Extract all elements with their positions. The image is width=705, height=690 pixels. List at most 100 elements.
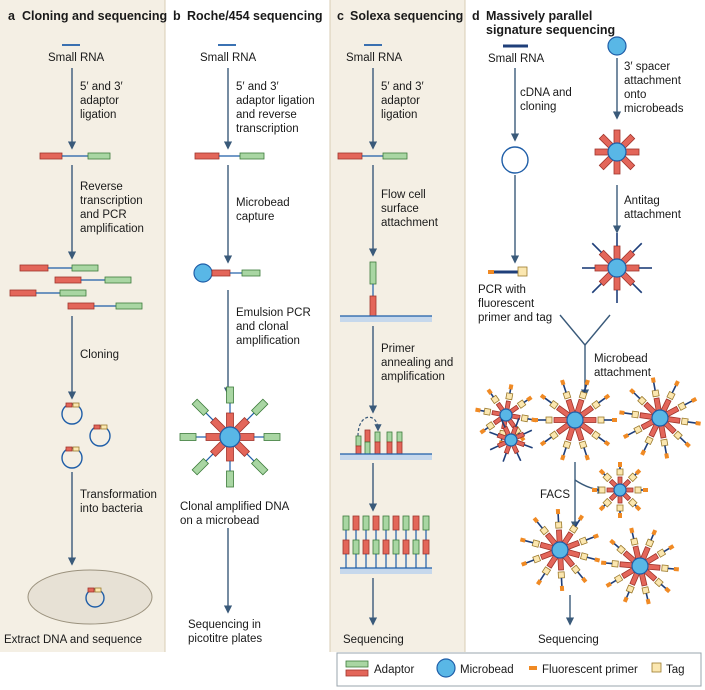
microbead [607, 258, 627, 278]
spacer-arm [605, 566, 636, 588]
microbead [504, 433, 518, 447]
spacer-arm [598, 491, 619, 512]
legend-microbead-label: Microbead [460, 664, 514, 676]
legend-adaptor-green-swatch [345, 660, 369, 668]
legend-adaptor-red-swatch [345, 669, 369, 677]
spacer-arm [662, 420, 691, 448]
step-label: Clonal amplified DNA on a microbead [180, 501, 292, 527]
spacer-arm [560, 425, 576, 461]
legend-box [336, 652, 702, 687]
flow-cell-surface [340, 568, 432, 574]
step-label: 5′ and 3′ adaptor ligation [381, 81, 427, 121]
panel-d-title: Massively parallel signature sequencing [486, 9, 615, 37]
spacer-arm [644, 544, 675, 566]
cluster-strand [342, 515, 350, 568]
spacer-arm [581, 416, 617, 424]
panel-d: d Massively parallel signature sequencin… [472, 9, 701, 646]
microbead [566, 411, 584, 429]
panel-b: b Roche/454 sequencing Small RNA 5′ and … [173, 9, 322, 645]
spacer-arm [561, 553, 588, 584]
adaptor-green [239, 152, 265, 160]
cluster-strand [412, 515, 420, 568]
spacer-arm [622, 418, 656, 440]
spacer-arm [658, 423, 670, 459]
spacer-arm [486, 388, 506, 413]
step-label: PCR with fluorescent primer and tag [478, 284, 552, 324]
antitag-microbead [582, 233, 652, 303]
panel-d-letter: d [472, 9, 480, 23]
microbead [631, 557, 649, 575]
spacer-arm [646, 563, 680, 572]
spacer-arm [510, 418, 520, 437]
microbead [499, 408, 513, 422]
cluster-strand [382, 515, 390, 568]
step-label: Flow cell surface attachment [381, 189, 439, 229]
spacer-arm [666, 416, 701, 426]
adaptor-green [87, 152, 111, 160]
microbead [613, 483, 627, 497]
step-label: 5′ and 3′ adaptor ligation and reverse t… [236, 81, 318, 135]
tagged-microbead [489, 418, 533, 462]
cluster-strand [402, 515, 410, 568]
spacer-arm [613, 159, 621, 175]
spacer-arm [539, 393, 572, 419]
spacer-arm [519, 537, 555, 552]
amplified-products [9, 264, 143, 310]
spacer-arm [533, 416, 569, 424]
microbead [651, 409, 669, 427]
step-label: Emulsion PCR and clonal amplification [236, 307, 314, 347]
tagged-microbead [533, 379, 617, 461]
spacer-arm [664, 396, 698, 418]
step-label: Antitag attachment [624, 195, 682, 221]
spacer-arm [643, 568, 671, 594]
legend-adaptor-label: Adaptor [374, 664, 414, 676]
adaptor-green [241, 269, 261, 277]
plasmid [501, 146, 529, 174]
step-label: Reverse transcription and PCR amplificat… [80, 181, 146, 235]
legend-tag-swatch [651, 662, 662, 673]
legend-tag-label: Tag [666, 664, 685, 676]
step-label: Microbead capture [236, 197, 293, 223]
adaptor-green [369, 261, 377, 285]
cluster-strand [392, 515, 400, 568]
spacer-arm [578, 421, 611, 447]
spacer-arm [629, 527, 642, 561]
spacer-arm [565, 548, 601, 563]
panel-a-title: Cloning and sequencing [22, 9, 167, 23]
panel-c: c Solexa sequencing Small RNA 5′ and 3′ … [337, 9, 463, 646]
adaptor-red [337, 152, 363, 160]
small-rna-label: Small RNA [346, 52, 403, 64]
cluster-strand [422, 515, 430, 568]
spacer-arm [521, 549, 555, 567]
small-rna-label: Small RNA [48, 52, 105, 64]
cluster-strand [352, 515, 360, 568]
tagged-microbead [600, 527, 680, 605]
sorted-microbead [592, 462, 648, 518]
panel-b-letter: b [173, 9, 181, 23]
adaptor-red [194, 152, 220, 160]
spacer-arm [650, 377, 662, 413]
plasmid-insert [94, 587, 102, 593]
step-label: Cloning [80, 349, 119, 361]
final-step-label: Sequencing in picotitre plates [188, 619, 264, 645]
final-step-label: Sequencing [343, 634, 404, 646]
microbead [607, 36, 627, 56]
microbead [551, 541, 569, 559]
panel-a: a Cloning and sequencing Small RNA 5′ an… [4, 9, 167, 646]
spacer-arm [613, 129, 621, 145]
adaptor-green [382, 152, 408, 160]
small-rna-label: Small RNA [488, 53, 545, 65]
fluorescent-primer [488, 270, 494, 274]
step-label: 5′ and 3′ adaptor ligation [80, 81, 126, 121]
final-step-label: Sequencing [538, 634, 599, 646]
panel-c-letter: c [337, 9, 344, 23]
sequencing-cluster [342, 515, 430, 568]
spacer-arm [555, 508, 563, 544]
cluster-strand [372, 515, 380, 568]
clonal-microbead [179, 386, 281, 488]
panel-c-title: Solexa sequencing [350, 9, 463, 23]
tagged-microbead [619, 377, 701, 459]
spacer-arm [638, 571, 651, 605]
microbead [193, 263, 213, 283]
